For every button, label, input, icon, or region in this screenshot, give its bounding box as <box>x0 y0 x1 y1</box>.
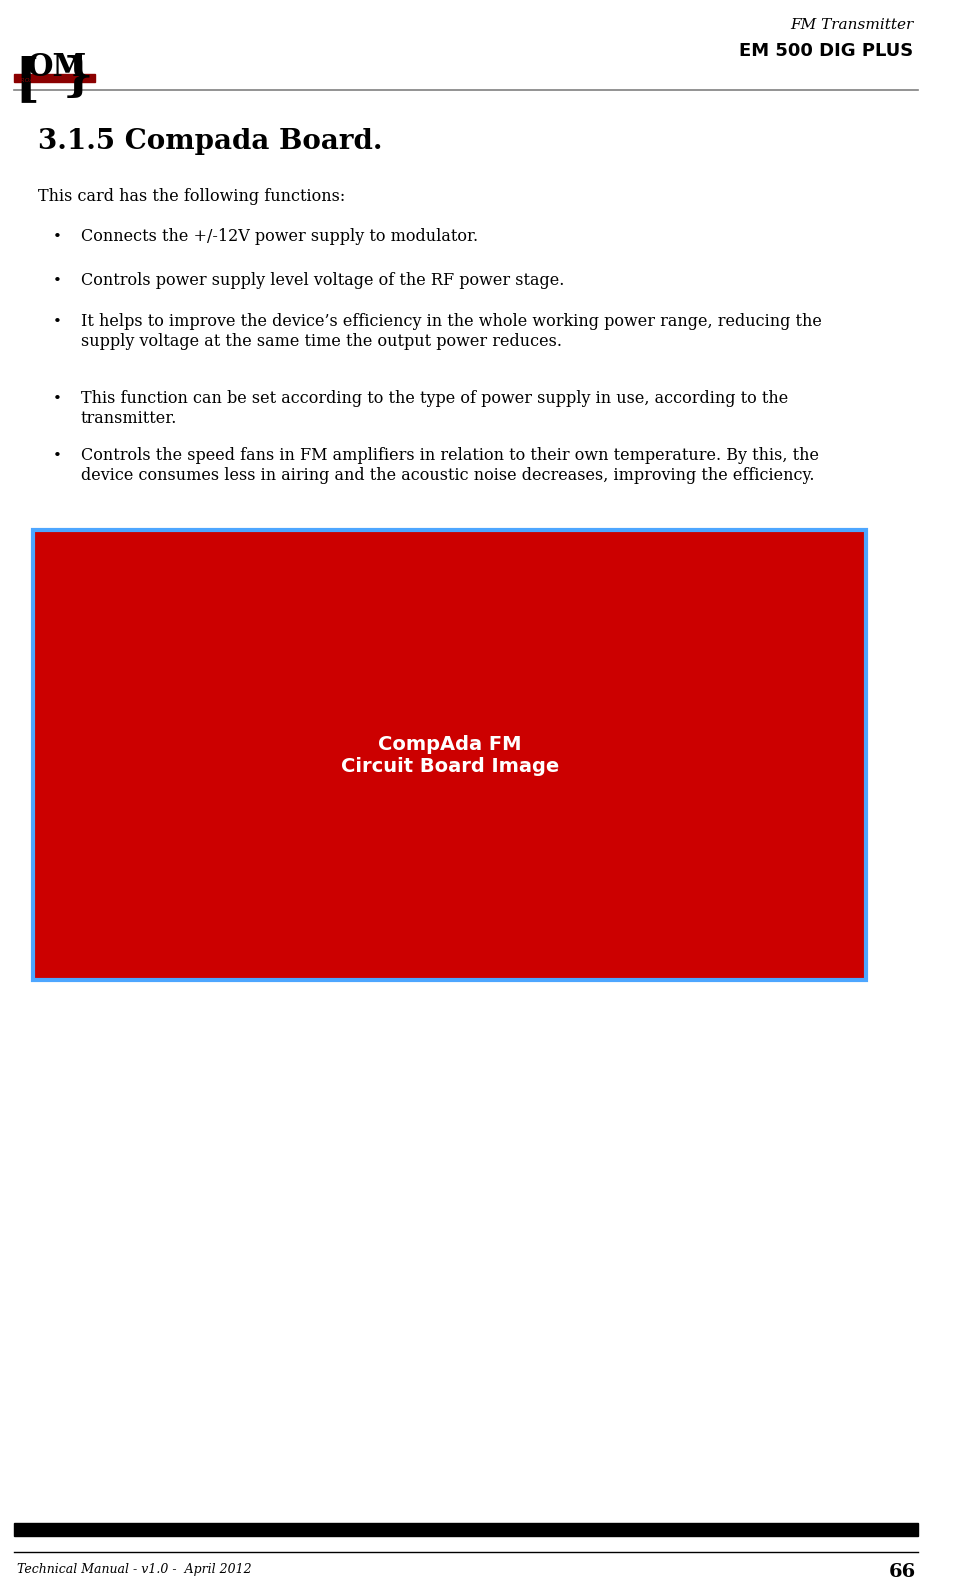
Text: •: • <box>53 274 62 288</box>
Text: Technical Manual - v1.0 -  April 2012: Technical Manual - v1.0 - April 2012 <box>17 1562 252 1577</box>
FancyBboxPatch shape <box>33 530 866 980</box>
Bar <box>15 1523 918 1535</box>
Text: CompAda FM
Circuit Board Image: CompAda FM Circuit Board Image <box>341 735 559 775</box>
Text: [: [ <box>15 56 39 107</box>
Text: Controls the speed fans in FM amplifiers in relation to their own temperature. B: Controls the speed fans in FM amplifiers… <box>81 447 819 484</box>
Text: OM: OM <box>26 53 87 83</box>
Text: EM 500 DIG PLUS: EM 500 DIG PLUS <box>740 41 913 60</box>
Text: This card has the following functions:: This card has the following functions: <box>38 188 345 205</box>
Text: •: • <box>53 391 62 406</box>
Text: •: • <box>53 315 62 329</box>
Bar <box>15 75 95 83</box>
Text: •: • <box>53 449 62 463</box>
Text: Connects the +/-12V power supply to modulator.: Connects the +/-12V power supply to modu… <box>81 228 478 245</box>
Text: •: • <box>53 231 62 243</box>
Text: 3.1.5 Compada Board.: 3.1.5 Compada Board. <box>38 127 382 154</box>
Text: BROADCAST: BROADCAST <box>17 78 56 83</box>
Text: FM Transmitter: FM Transmitter <box>791 18 913 32</box>
Text: It helps to improve the device’s efficiency in the whole working power range, re: It helps to improve the device’s efficie… <box>81 313 822 350</box>
Text: 66: 66 <box>888 1562 915 1581</box>
Text: }: } <box>63 56 93 100</box>
Text: This function can be set according to the type of power supply in use, according: This function can be set according to th… <box>81 390 788 426</box>
Text: Controls power supply level voltage of the RF power stage.: Controls power supply level voltage of t… <box>81 272 564 290</box>
